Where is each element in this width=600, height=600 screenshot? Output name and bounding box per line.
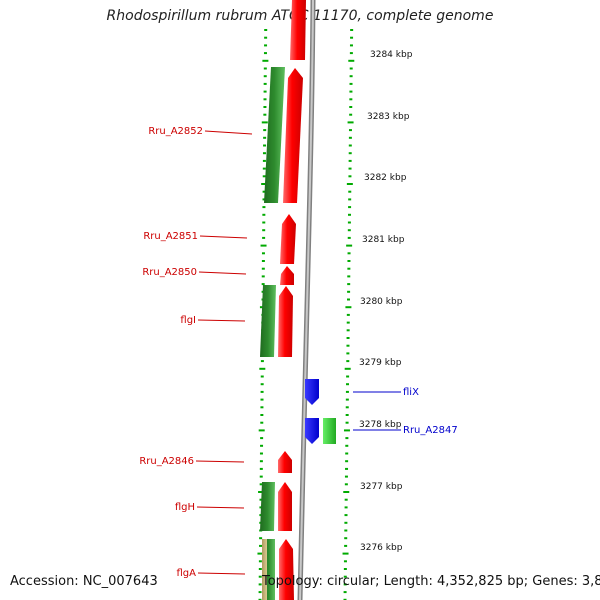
gene-arrow-rru-a2852[interactable] (283, 68, 303, 203)
gene-label-rru-a2850[interactable]: Rru_A2850 (142, 267, 197, 278)
gene-label-flgh[interactable]: flgH (175, 502, 195, 513)
gene-arrow-flix[interactable] (305, 379, 319, 405)
cds-block-flgi[interactable] (260, 285, 276, 357)
cds-track (260, 67, 285, 600)
gene-label-rru-a2852[interactable]: Rru_A2852 (148, 126, 203, 137)
gene-label-rru-a2847[interactable]: Rru_A2847 (403, 425, 458, 436)
gene-label-flix[interactable]: fliX (403, 387, 419, 398)
scale-label: 3279 kbp (359, 358, 402, 368)
gene-arrow-top[interactable] (290, 0, 306, 60)
gene-label-rru-a2851[interactable]: Rru_A2851 (143, 231, 198, 242)
scale-label: 3277 kbp (360, 482, 403, 492)
scale-label: 3284 kbp (370, 50, 413, 60)
gene-arrow-flgh[interactable] (278, 482, 292, 531)
right-gene-labels: fliX Rru_A2847 (353, 387, 458, 436)
right-tick-track (342, 29, 355, 600)
cds-block-flgh[interactable] (260, 482, 275, 531)
gene-label-flgi[interactable]: flgI (180, 315, 196, 326)
scale-label: 3278 kbp (359, 420, 402, 430)
scale-label: 3282 kbp (364, 173, 407, 183)
scale-label: 3281 kbp (362, 235, 405, 245)
cds-block-rru-a2847[interactable] (323, 418, 336, 444)
topology-text: Topology: circular; Length: 4,352,825 bp… (262, 574, 600, 589)
cds-block-rru-a2852[interactable] (264, 67, 285, 203)
scale-label: 3283 kbp (367, 112, 410, 122)
genome-backbone-highlight (299, 0, 314, 600)
gene-arrow-rru-a2846[interactable] (278, 451, 292, 473)
gene-arrow-rru-a2851[interactable] (280, 214, 296, 264)
scale-label: 3280 kbp (360, 297, 403, 307)
scale-label: 3276 kbp (360, 543, 403, 553)
gene-label-rru-a2846[interactable]: Rru_A2846 (139, 456, 194, 467)
reverse-gene-track (305, 379, 336, 444)
accession-text: Accession: NC_007643 (10, 574, 158, 589)
left-gene-labels: Rru_A2852 Rru_A2851 Rru_A2850 flgI Rru_A… (139, 126, 253, 579)
scale-labels: 3284 kbp 3283 kbp 3282 kbp 3281 kbp 3280… (359, 50, 413, 553)
gene-arrow-rru-a2850[interactable] (280, 266, 294, 285)
cds-block-flga-tan (262, 539, 267, 600)
gene-arrow-flga[interactable] (279, 539, 294, 600)
gene-arrow-flgi[interactable] (278, 286, 293, 357)
gene-track (278, 0, 306, 600)
gene-arrow-rru-a2847[interactable] (305, 418, 319, 444)
gene-label-flga[interactable]: flgA (177, 568, 197, 579)
